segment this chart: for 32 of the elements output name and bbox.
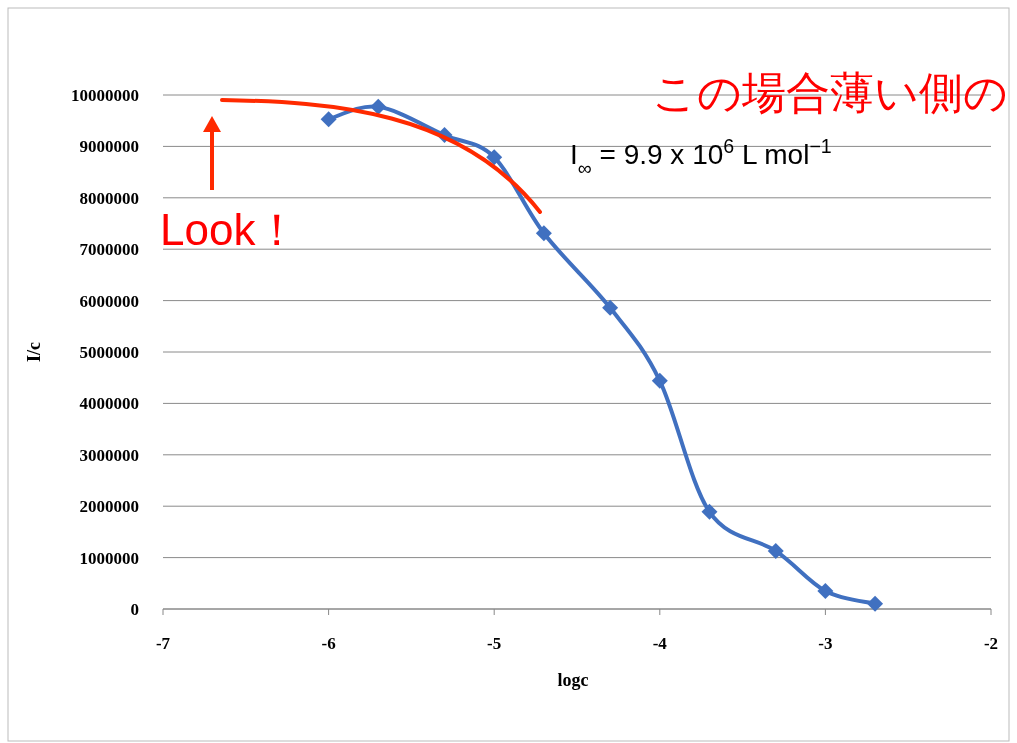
x-tick-label: -4 <box>652 634 668 653</box>
y-tick-label: 2000000 <box>79 497 139 517</box>
point <box>701 503 718 520</box>
y-tick-label: 5000000 <box>79 343 139 362</box>
y-tick-label: 4000000 <box>79 394 139 414</box>
y-tick-label: 8000000 <box>79 188 139 208</box>
point <box>867 595 884 612</box>
point <box>651 372 668 389</box>
annotation: I$_{∞}$ = 9.9 x 10$^{6}$ L mol$^{−1}$ <box>570 135 832 179</box>
x-axis-title: logc <box>557 670 589 690</box>
point <box>817 583 834 600</box>
y-tick-label: 1000000 <box>79 548 139 568</box>
x-tick-label: -5 <box>487 634 502 653</box>
y-tick-label: 10000000 <box>71 86 139 105</box>
point <box>535 225 552 242</box>
y-tick-label: 0 <box>130 600 139 619</box>
x-tick-label: -3 <box>818 634 833 653</box>
point <box>486 149 503 166</box>
annotation: この場合薄い側の <box>652 67 1008 118</box>
x-tick-label: -7 <box>155 634 171 653</box>
annotation: Look！ <box>160 205 300 254</box>
x-tick-label: -2 <box>983 634 999 653</box>
y-tick-label: 6000000 <box>79 291 139 311</box>
point <box>767 542 784 559</box>
point <box>602 299 619 316</box>
y-tick-label: 9000000 <box>79 137 139 157</box>
y-tick-label: 7000000 <box>79 240 139 260</box>
y-tick-label: 3000000 <box>79 445 139 465</box>
point <box>320 111 337 128</box>
y-axis-title: I/c <box>24 341 44 362</box>
point <box>370 98 387 115</box>
x-tick-label: -6 <box>321 634 336 653</box>
